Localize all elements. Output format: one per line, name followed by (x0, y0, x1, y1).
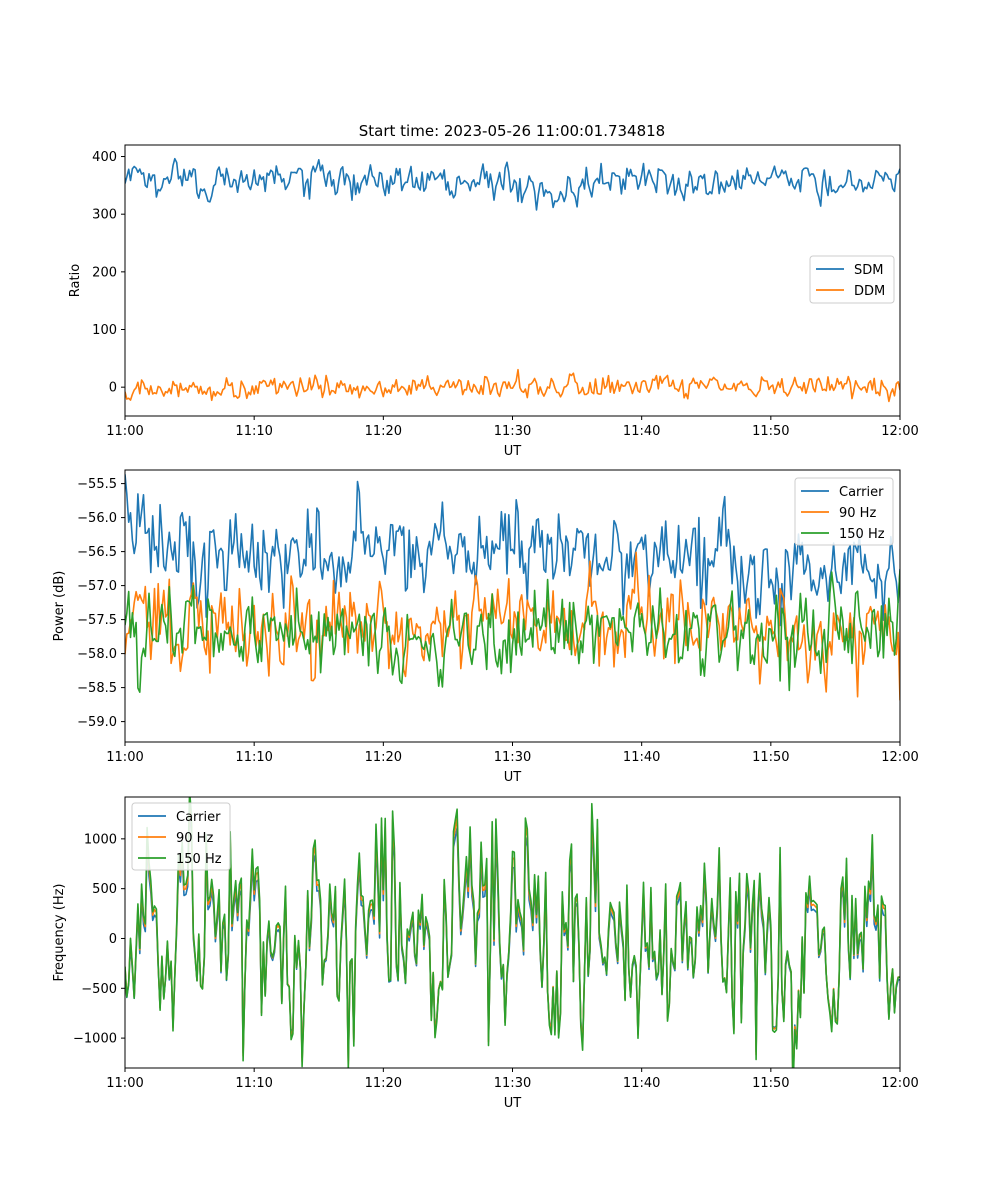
legend-box (809, 255, 895, 304)
legend-entry: 150 Hz (839, 527, 885, 542)
y-tick-label: 1000 (84, 832, 117, 847)
series-line-150-hz (125, 797, 900, 1068)
x-tick-label: 11:30 (494, 750, 531, 765)
legend-entry: 90 Hz (839, 506, 876, 521)
series-lines (125, 157, 900, 403)
y-tick-label: −58.0 (77, 647, 117, 662)
y-tick-label: −58.5 (77, 681, 117, 696)
y-axis-label: Ratio (68, 264, 83, 297)
legend: Carrier 90 Hz 150 Hz (794, 477, 894, 546)
x-tick-label: 11:20 (365, 1076, 402, 1091)
series-line-sdm (125, 157, 900, 211)
x-tick-label: 11:00 (106, 1076, 143, 1091)
y-tick-label: 500 (92, 882, 117, 897)
y-tick-label: 300 (92, 208, 117, 223)
x-tick-label: 11:40 (623, 1076, 660, 1091)
legend-box (131, 802, 231, 871)
legend: Carrier 90 Hz 150 Hz (131, 802, 231, 871)
y-tick-label: −56.5 (77, 545, 117, 560)
x-axis-label: UT (504, 1096, 522, 1111)
x-tick-label: 11:40 (623, 424, 660, 439)
x-axis-label: UT (504, 770, 522, 785)
y-tick-label: 100 (92, 323, 117, 338)
x-tick-label: 11:00 (106, 750, 143, 765)
x-tick-label: 12:00 (881, 1076, 918, 1091)
x-tick-label: 11:30 (494, 1076, 531, 1091)
y-tick-label: −500 (81, 982, 117, 997)
y-axis-label: Frequency (Hz) (52, 883, 67, 981)
legend: SDM DDM (809, 255, 895, 304)
y-tick-label: 400 (92, 150, 117, 165)
chart-panel-2: 11:00 11:10 11:20 11:30 11:40 11:50 12:00 UT −59… (52, 469, 919, 785)
series-line-carrier (125, 474, 900, 627)
y-axis-label: Power (dB) (52, 571, 67, 642)
x-tick-label: 11:10 (235, 750, 272, 765)
legend-entry: 90 Hz (176, 831, 213, 846)
y-tick-label: 0 (109, 381, 117, 396)
x-tick-label: 11:50 (752, 1076, 789, 1091)
y-tick-label: −1000 (73, 1032, 117, 1047)
series-lines (125, 474, 900, 701)
x-tick-label: 11:40 (623, 750, 660, 765)
legend-entry: SDM (854, 263, 883, 278)
y-tick-label: 200 (92, 265, 117, 280)
legend-entry: DDM (854, 284, 885, 299)
y-tick-label: −55.5 (77, 477, 117, 492)
x-tick-label: 11:50 (752, 750, 789, 765)
x-tick-label: 12:00 (881, 750, 918, 765)
x-axis-label: UT (504, 444, 522, 459)
y-tick-label: −57.0 (77, 579, 117, 594)
y-tick-label: −59.0 (77, 715, 117, 730)
series-line-ddm (125, 368, 900, 403)
x-tick-label: 11:20 (365, 424, 402, 439)
chart-panel-1: 11:00 11:10 11:20 11:30 11:40 11:50 12:00 UT 0 10… (68, 144, 919, 459)
legend-entry: Carrier (176, 810, 221, 825)
y-tick-label: −57.5 (77, 613, 117, 628)
x-tick-label: 11:00 (106, 424, 143, 439)
x-tick-label: 11:10 (235, 424, 272, 439)
x-tick-label: 12:00 (881, 424, 918, 439)
series-lines (125, 797, 900, 1068)
x-tick-label: 11:30 (494, 424, 531, 439)
y-tick-label: 0 (109, 932, 117, 947)
x-tick-label: 11:20 (365, 750, 402, 765)
chart-panel-3: 11:00 11:10 11:20 11:30 11:40 11:50 12:00 UT −10… (52, 796, 919, 1111)
series-line-150-hz (125, 570, 900, 694)
y-tick-label: −56.0 (77, 511, 117, 526)
chart-panels: 11:00 11:10 11:20 11:30 11:40 11:50 12:00 UT 0 10… (52, 144, 919, 1111)
legend-entry: Carrier (839, 485, 884, 500)
legend-entry: 150 Hz (176, 852, 222, 867)
x-tick-label: 11:50 (752, 424, 789, 439)
figure-title: Start time: 2023-05-26 11:00:01.734818 (359, 122, 665, 140)
legend-box (794, 477, 894, 546)
x-tick-label: 11:10 (235, 1076, 272, 1091)
